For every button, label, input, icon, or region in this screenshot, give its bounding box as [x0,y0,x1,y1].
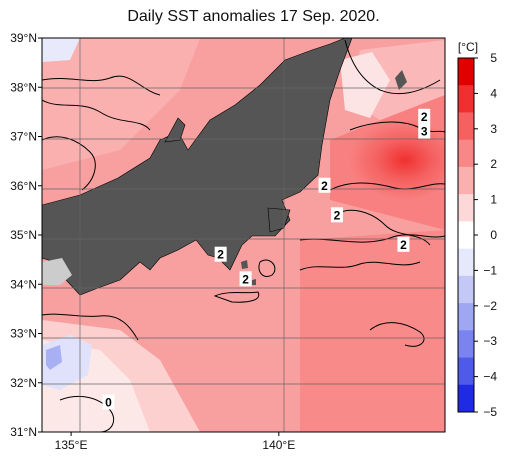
lat-label: 36°N [10,179,37,193]
graticule [42,38,445,432]
svg-text:2: 2 [400,238,407,252]
lon-label: 140°E [262,438,295,452]
contour-label: 2 [397,236,410,252]
svg-text:2: 2 [242,272,249,286]
svg-text:2: 2 [217,248,224,262]
lat-label: 38°N [10,80,37,94]
colorbar-cell [458,112,474,140]
colorbar-tick-label: −2 [483,299,497,313]
svg-text:2: 2 [334,208,341,222]
colorbar-tick-label: −4 [483,370,497,384]
lat-label: 33°N [10,327,37,341]
contour-label: 2 [214,246,227,262]
colorbar: [°C] 5 4 3 2 1 0 −1 −2 −3 −4 −5 [457,40,497,419]
lat-label: 37°N [10,130,37,144]
land-izu-islands [241,260,256,285]
lat-label: 31°N [10,425,37,439]
colorbar-unit: [°C] [458,40,478,54]
map-title: Daily SST anomalies 17 Sep. 2020. [127,8,380,25]
svg-text:0: 0 [105,395,112,409]
warm-core [350,120,445,200]
lon-label: 135°E [55,438,88,452]
colorbar-tick-label: 4 [490,86,497,100]
lat-label: 35°N [10,228,37,242]
colorbar-cell [458,248,474,277]
colorbar-cell [458,85,474,113]
colorbar-cell [458,275,474,304]
colorbar-cell [458,303,474,331]
svg-text:3: 3 [421,125,428,139]
colorbar-tick-label: −1 [483,263,497,277]
lat-label: 32°N [10,376,37,390]
colorbar-tick-label: 3 [490,122,497,136]
colorbar-cell [458,330,474,358]
colorbar-cell [458,166,474,195]
contour-label: 3 [418,123,431,139]
colorbar-cell [458,194,474,222]
contour-label: 2 [239,271,252,287]
colorbar-tick-label: 1 [490,193,497,207]
colorbar-cell [458,58,474,86]
lat-label: 39°N [10,31,37,45]
svg-text:2: 2 [321,179,328,193]
colorbar-cell [458,357,474,386]
land-noto [164,117,186,143]
lat-label: 34°N [10,277,37,291]
contour-label: 2 [318,177,331,193]
svg-text:2: 2 [421,110,428,124]
land-shikoku-hint [42,258,72,285]
colorbar-tick-label: 2 [490,157,497,171]
longitude-labels: 135°E 140°E [55,432,295,452]
latitude-labels: 31°N 32°N 33°N 34°N 35°N 36°N 37°N 38°N 39°N [10,31,42,439]
contour-label: 2 [418,108,431,124]
contour-label: 0 [102,394,115,410]
colorbar-cell [458,139,474,168]
colorbar-cell [458,384,474,413]
colorbar-tick-label: 0 [490,228,497,242]
colorbar-tick-label: 5 [490,51,497,65]
colorbar-tick-label: −3 [483,334,497,348]
colorbar-tick-label: −5 [483,405,497,419]
colorbar-cell [458,221,474,249]
contour-label: 2 [330,207,343,223]
